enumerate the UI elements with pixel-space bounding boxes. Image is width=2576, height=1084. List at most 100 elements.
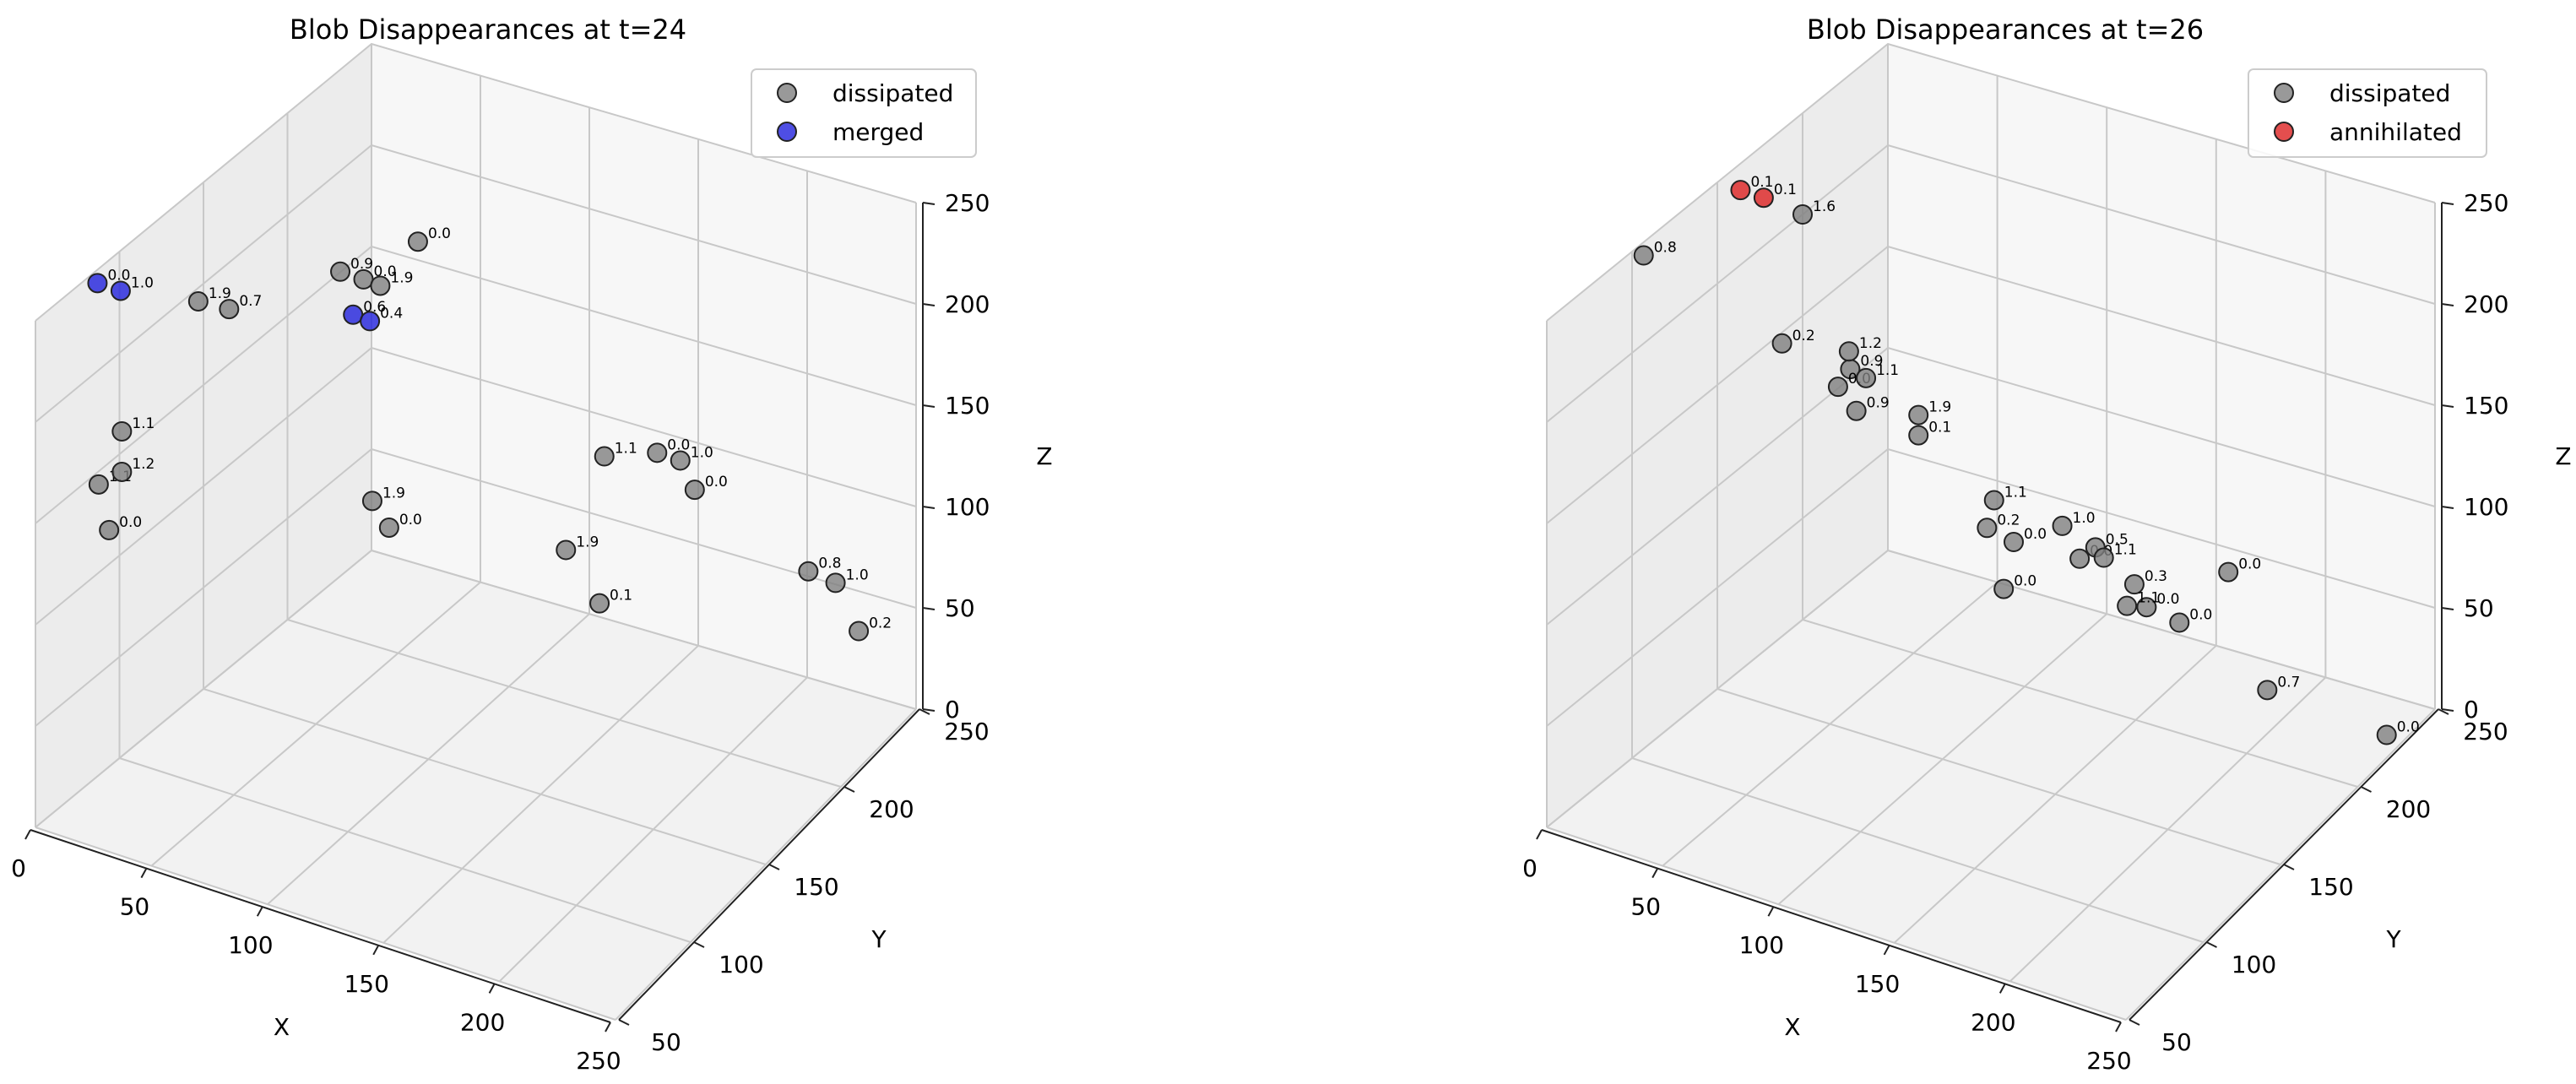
x-tick-label: 50 <box>120 893 150 921</box>
y-tick-label: 150 <box>794 873 838 901</box>
data-point-dissipated <box>2257 680 2278 701</box>
y-tick-label: 200 <box>869 795 914 823</box>
z-tick-label: 250 <box>945 189 990 217</box>
y-tick <box>843 786 855 793</box>
y-axis-label: Y <box>870 925 887 953</box>
x-tick <box>24 829 31 840</box>
legend-label-merged: merged <box>832 118 924 146</box>
chart-title: Blob Disappearances at t=26 <box>1807 14 2204 46</box>
grid-line <box>35 346 917 626</box>
data-point-label: 0.3 <box>2145 568 2167 585</box>
data-point-dissipated <box>353 268 374 290</box>
data-point-label: 0.0 <box>2156 591 2179 608</box>
y-tick-label: 100 <box>719 951 763 978</box>
x-tick <box>605 1022 611 1033</box>
data-point-label: 1.1 <box>2137 590 2160 607</box>
grid-line <box>1631 757 2204 943</box>
data-point-label: 0.9 <box>1867 395 1890 412</box>
data-point-label: 0.0 <box>2024 526 2047 543</box>
x-tick-label: 150 <box>1855 970 1900 998</box>
z-tick <box>2441 506 2454 509</box>
x-tick <box>140 868 148 879</box>
x-tick <box>1883 945 1890 956</box>
data-point-dissipated <box>670 450 691 471</box>
z-tick <box>2441 708 2454 712</box>
z-tick-label: 0 <box>2464 696 2479 724</box>
data-point-dissipated <box>1771 333 1792 354</box>
x-tick-label: 250 <box>576 1047 621 1075</box>
floor-pane <box>1547 550 2435 1020</box>
y-tick <box>2361 786 2372 793</box>
data-point-label: 1.1 <box>132 415 155 432</box>
data-point-label: 0.0 <box>2014 573 2036 590</box>
tick-labels: 0501001502002505010015020025005010015020… <box>11 189 990 1075</box>
data-point-dissipated <box>2117 595 2138 616</box>
grid-line <box>1546 827 2127 1021</box>
z-axis-label: Z <box>1036 442 1052 470</box>
data-point-label: 0.0 <box>667 436 690 453</box>
y-tick <box>618 1019 630 1026</box>
data-point-dissipated <box>1993 578 2015 599</box>
data-point-label: 0.0 <box>119 514 142 531</box>
data-point-dissipated <box>407 231 428 252</box>
data-point-merged <box>343 304 364 325</box>
y-tick-label: 100 <box>2232 951 2276 978</box>
data-point-label: 0.2 <box>869 615 892 632</box>
data-point-dissipated <box>2123 574 2145 595</box>
z-tick <box>922 506 935 509</box>
z-tick <box>2441 202 2454 205</box>
data-point-label: 1.9 <box>382 485 405 501</box>
data-point-dissipated <box>2093 547 2114 568</box>
data-point-label: 1.9 <box>1928 399 1951 416</box>
grid-line <box>287 619 842 788</box>
data-point-label: 0.0 <box>2189 606 2212 623</box>
data-point-label: 0.9 <box>1860 353 1883 370</box>
legend-marker-dissipated <box>2274 83 2294 103</box>
z-tick <box>922 607 935 610</box>
x-axis-label: X <box>1784 1013 1800 1041</box>
grid-lines <box>35 42 917 1021</box>
data-point-dissipated <box>378 517 399 538</box>
back-pane <box>371 44 916 709</box>
data-point-label: 0.0 <box>428 225 451 242</box>
data-point-label: 0.7 <box>2277 674 2300 691</box>
data-point-label: 1.9 <box>390 269 413 286</box>
z-tick-label: 100 <box>945 493 990 521</box>
data-point-label: 1.2 <box>1859 335 1882 352</box>
z-tick <box>2441 607 2454 610</box>
data-point-dissipated <box>2052 515 2073 536</box>
data-point-dissipated <box>684 480 705 501</box>
data-point-label: 1.0 <box>691 444 713 461</box>
data-point-annihilated <box>1730 180 1751 201</box>
grid-line <box>35 447 917 727</box>
data-point-label: 0.2 <box>1792 328 1815 344</box>
z-tick-label: 200 <box>2464 290 2508 318</box>
data-point-dissipated <box>1908 425 1929 446</box>
data-point-label: 0.0 <box>399 512 422 528</box>
data-point-label: 1.9 <box>209 285 231 302</box>
y-tick-label: 200 <box>2386 795 2431 823</box>
data-points: 1.10.71.11.20.01.90.90.01.90.01.90.01.10… <box>87 225 892 642</box>
data-point-dissipated <box>1827 377 1848 398</box>
grid-line <box>35 245 917 524</box>
data-point-dissipated <box>219 299 240 320</box>
grid-line <box>35 549 917 828</box>
y-tick <box>693 941 705 948</box>
data-point-dissipated <box>1633 245 1654 266</box>
data-points: 0.80.20.00.20.50.01.60.90.90.00.00.01.21… <box>1633 174 2420 745</box>
z-tick <box>922 202 935 205</box>
data-point-dissipated <box>825 572 846 593</box>
legend-box <box>751 68 977 158</box>
x-tick <box>256 906 263 917</box>
back-pane <box>1888 44 2435 709</box>
data-point-dissipated <box>594 446 615 467</box>
z-axis-label: Z <box>2555 442 2571 470</box>
x-tick-label: 200 <box>1971 1008 2015 1036</box>
y-tick <box>2206 941 2217 948</box>
legend: dissipated merged <box>751 68 977 158</box>
data-point-label: 0.8 <box>1654 240 1677 257</box>
y-axis-label: Y <box>2385 925 2401 953</box>
data-point-dissipated <box>647 442 668 463</box>
data-point-annihilated <box>1753 187 1774 209</box>
